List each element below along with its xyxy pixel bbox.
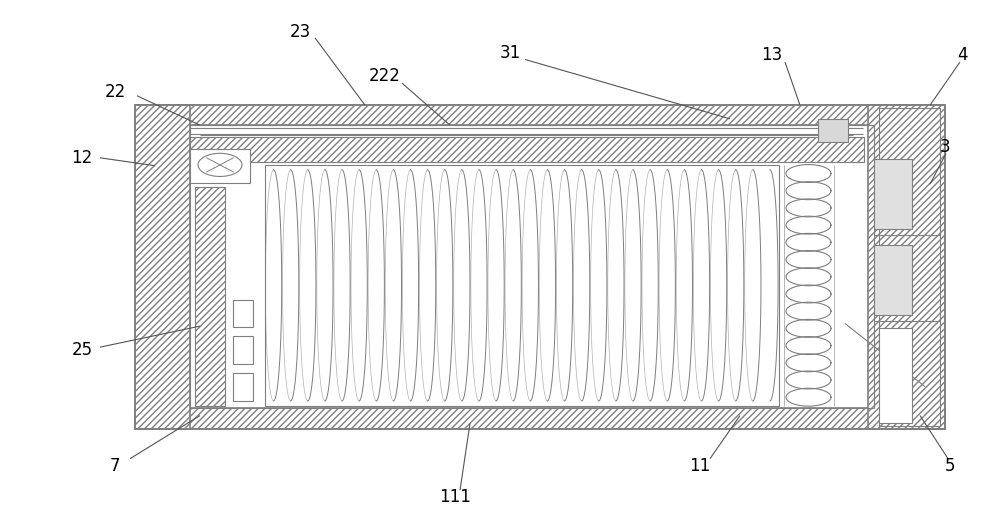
Text: 222: 222 xyxy=(369,67,401,85)
Text: 31: 31 xyxy=(499,44,521,62)
Bar xyxy=(135,408,945,429)
Text: 22: 22 xyxy=(104,83,126,101)
Text: 111: 111 xyxy=(439,488,471,506)
Text: 11: 11 xyxy=(689,457,711,474)
Bar xyxy=(190,149,250,183)
Bar xyxy=(265,165,778,406)
Text: 13: 13 xyxy=(761,46,783,64)
Bar xyxy=(190,137,864,162)
Bar xyxy=(233,337,253,364)
Text: 3: 3 xyxy=(940,138,950,156)
Text: 12: 12 xyxy=(71,149,93,167)
Text: 5: 5 xyxy=(945,457,955,474)
Text: 7: 7 xyxy=(110,457,120,474)
Text: 25: 25 xyxy=(71,341,93,359)
Bar xyxy=(874,245,912,315)
Bar xyxy=(135,105,945,125)
Bar xyxy=(879,108,940,426)
Bar xyxy=(879,328,912,423)
Text: 23: 23 xyxy=(289,23,311,41)
Bar xyxy=(135,105,190,429)
Bar xyxy=(874,159,912,229)
Bar xyxy=(233,300,253,327)
Bar xyxy=(868,105,945,429)
Bar xyxy=(233,373,253,401)
Bar xyxy=(195,187,225,406)
Bar xyxy=(190,126,874,408)
Bar xyxy=(818,118,848,142)
Text: 4: 4 xyxy=(958,46,968,64)
